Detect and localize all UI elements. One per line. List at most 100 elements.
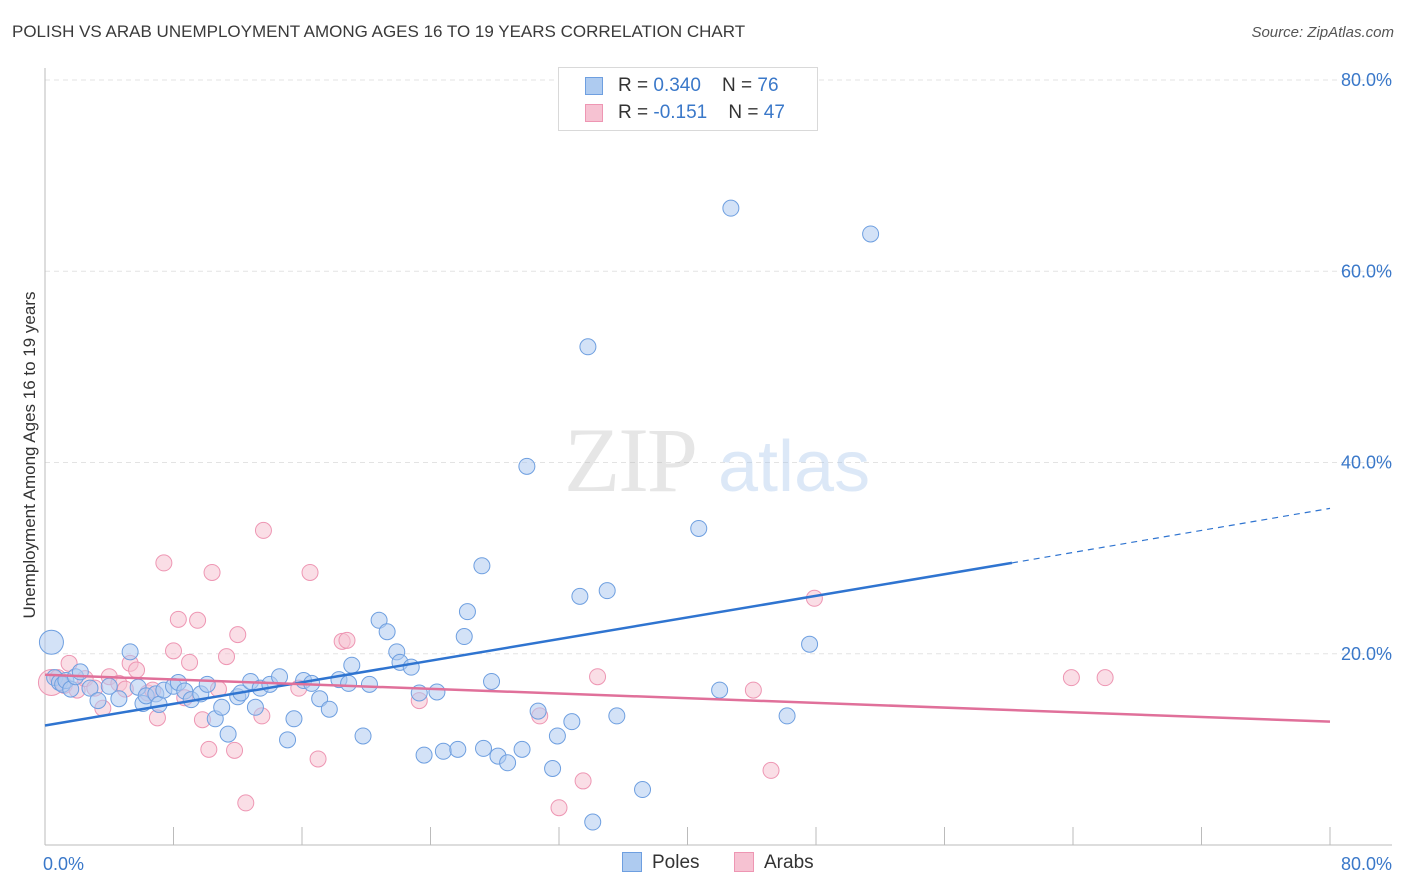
arabs-point [169,610,187,628]
poles-point [434,742,452,760]
arabs-point [229,626,247,644]
legend-arabs-n-label: N = [728,102,764,123]
poles-series [38,199,880,831]
poles-point [598,582,616,600]
poles-point [483,672,501,690]
arabs-point [254,521,272,539]
poles-point [360,675,378,693]
poles-point [458,603,476,621]
poles-point [415,746,433,764]
arabs-point [744,681,762,699]
poles-point [246,698,264,716]
poles-point [544,760,562,777]
poles-point [213,698,231,716]
poles-point [271,668,289,686]
poles-point [81,679,99,697]
poles-point [529,702,547,720]
poles-point [563,713,581,731]
y-tick-label: 60.0% [1341,261,1392,281]
y-tick-label: 40.0% [1341,453,1392,473]
poles-point [38,629,64,655]
legend-swatch-poles [585,77,603,95]
poles-point [634,781,652,799]
poles-point [711,681,729,699]
y-axis-label: Unemployment Among Ages 16 to 19 years [20,291,39,619]
poles-trend-extension [1011,507,1331,564]
bottom-legend-poles: Poles [622,852,700,874]
y-tick-label: 80.0% [1341,70,1392,90]
arabs-point [218,648,236,666]
poles-point [89,692,107,710]
poles-point [343,656,361,674]
poles-point [608,707,626,725]
bottom-legend-swatch-poles [622,852,642,872]
poles-trend-line [44,561,1013,727]
axes [44,68,1392,846]
poles-point [455,628,473,646]
poles-point [862,225,880,243]
watermark-atlas: atlas [718,427,870,507]
legend: R = 0.340 N = 76 R = -0.151 N = 47 [558,67,818,131]
legend-arabs-r-value: -0.151 [653,102,708,123]
arabs-series [37,521,1114,817]
arabs-point [200,740,218,758]
arabs-point [128,661,146,679]
trend-lines [44,507,1331,727]
bottom-legend-label-arabs: Arabs [764,852,814,873]
poles-point [285,710,303,728]
poles-point [584,813,602,831]
source-label: Source: ZipAtlas.com [1251,24,1394,41]
grid-lines [45,79,1392,655]
bottom-legend-swatch-arabs [734,852,754,872]
legend-poles-r-value: 0.340 [653,75,701,96]
poles-point [548,727,566,745]
chart-title: POLISH VS ARAB UNEMPLOYMENT AMONG AGES 1… [12,22,746,41]
poles-point [311,690,329,708]
poles-point [219,725,237,743]
arabs-point [237,794,255,812]
poles-point [402,658,420,676]
poles-point [722,199,740,217]
watermark: ZIP atlas [564,409,870,511]
arabs-point [1096,669,1114,687]
poles-point [518,457,536,475]
legend-poles-n-value: 76 [757,75,779,96]
poles-point [198,675,216,693]
x-tick-label: 0.0% [43,854,84,874]
arabs-point [762,761,780,779]
poles-point [801,635,819,653]
bottom-legend-arabs: Arabs [734,852,814,874]
poles-point [475,739,493,757]
arabs-point [226,741,244,759]
watermark-zip: ZIP [564,409,696,511]
tick-labels: 20.0% 40.0% 60.0% 80.0% 0.0% 80.0% [43,70,1392,874]
arabs-point [309,750,327,768]
arabs-point [574,772,592,790]
arabs-point [155,554,173,572]
arabs-point [165,642,182,660]
poles-point [121,643,139,661]
poles-point [690,519,708,537]
poles-point [473,557,491,575]
legend-poles-r-label: R = [618,75,654,96]
arabs-point [1062,669,1080,687]
arabs-trend-line [44,673,1331,723]
poles-point [571,587,589,605]
poles-point [449,740,467,758]
poles-point [320,700,338,718]
legend-arabs-n-value: 47 [763,102,785,123]
poles-point [499,754,517,772]
x-tick-label: 80.0% [1341,854,1392,874]
poles-point [579,338,597,356]
y-tick-label: 20.0% [1341,644,1392,664]
arabs-point [550,799,568,817]
legend-poles-n-label: N = [722,75,758,96]
arabs-point [301,563,319,581]
arabs-point [189,611,207,629]
poles-point [279,731,297,749]
poles-point [354,727,372,745]
arabs-point [181,653,199,671]
poles-point [340,674,358,692]
arabs-point [589,668,607,686]
